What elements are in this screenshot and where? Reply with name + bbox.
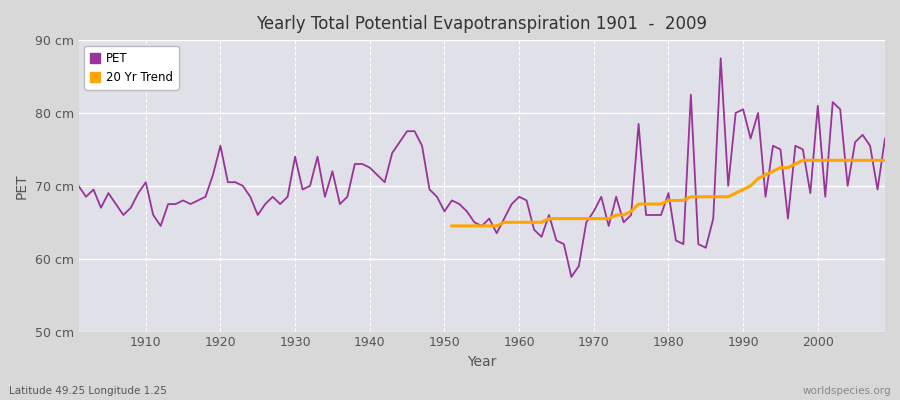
Y-axis label: PET: PET [15, 173, 29, 199]
Title: Yearly Total Potential Evapotranspiration 1901  -  2009: Yearly Total Potential Evapotranspiratio… [256, 15, 707, 33]
Legend: PET, 20 Yr Trend: PET, 20 Yr Trend [85, 46, 178, 90]
Text: Latitude 49.25 Longitude 1.25: Latitude 49.25 Longitude 1.25 [9, 386, 166, 396]
X-axis label: Year: Year [467, 355, 497, 369]
Text: worldspecies.org: worldspecies.org [803, 386, 891, 396]
